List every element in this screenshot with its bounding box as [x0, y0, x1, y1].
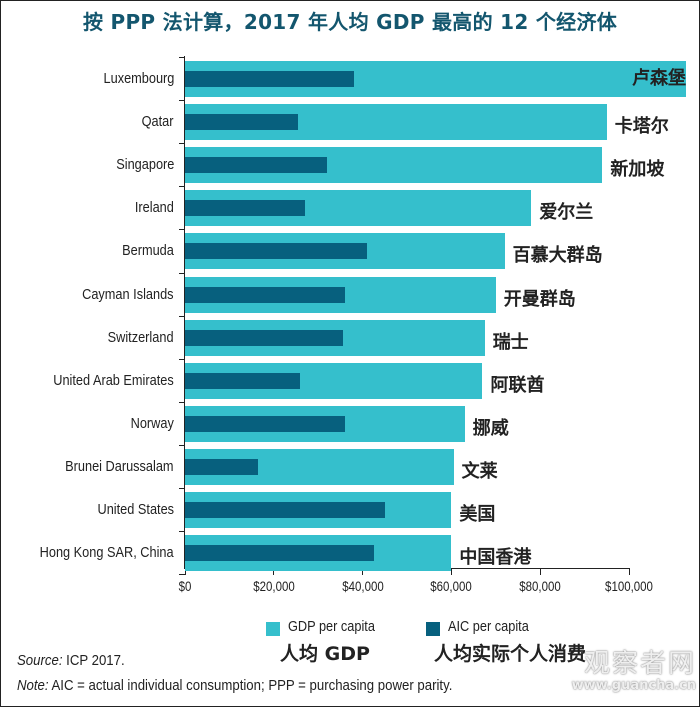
legend-label-gdp: GDP per capita — [288, 618, 375, 635]
category-label: Qatar — [142, 113, 174, 131]
y-tick — [179, 229, 185, 231]
bar-row: United Arab Emirates 阿联酋 — [0, 362, 700, 406]
category-label-cn: 爱尔兰 — [539, 202, 594, 224]
x-tick-label: $40,000 — [341, 578, 384, 594]
bar-row: Ireland 爱尔兰 — [0, 190, 700, 233]
category-label-cn: 卡塔尔 — [614, 116, 669, 138]
category-label: Cayman Islands — [82, 285, 174, 303]
bar-row: Cayman Islands 开曼群岛 — [0, 276, 700, 320]
y-tick — [179, 57, 185, 58]
x-tick — [539, 568, 541, 575]
aic-bar — [185, 502, 385, 518]
y-tick — [179, 100, 185, 102]
aic-bar — [185, 286, 345, 303]
aic-bar — [185, 329, 343, 346]
abbreviation-note: Note: AIC = actual individual consumptio… — [17, 677, 452, 694]
y-tick — [179, 315, 185, 317]
category-label-cn: 阿联酋 — [490, 374, 545, 396]
x-tick — [450, 568, 452, 575]
aic-bar — [185, 415, 345, 432]
category-label: Singapore — [115, 156, 174, 174]
aic-bar — [185, 71, 354, 87]
x-tick — [628, 568, 630, 575]
y-tick — [179, 186, 185, 188]
legend-swatch-aic — [426, 622, 440, 636]
x-tick-label: $20,000 — [253, 578, 295, 594]
aic-bar — [185, 157, 328, 174]
aic-bar — [185, 545, 374, 562]
y-tick — [179, 574, 185, 576]
category-label-cn: 开曼群岛 — [503, 288, 576, 310]
category-label: United Arab Emirates — [53, 371, 174, 389]
x-tick-label: $0 — [178, 578, 192, 594]
legend-swatch-gdp — [266, 622, 280, 636]
y-tick — [179, 143, 185, 145]
y-tick — [179, 488, 185, 489]
category-label: Hong Kong SAR, China — [40, 544, 174, 562]
category-label: Switzerland — [108, 328, 174, 346]
bar-row: Norway 挪威 — [0, 405, 700, 449]
watermark-cn: 观察者网 — [583, 649, 696, 679]
y-tick — [179, 531, 185, 533]
legend-label-aic: AIC per capita — [448, 618, 529, 635]
chart-title: 按 PPP 法计算，2017 年人均 GDP 最高的 12 个经济体 — [82, 10, 618, 34]
x-tick — [184, 568, 186, 575]
category-label-cn: 百慕大群岛 — [512, 245, 603, 267]
bar-row: Singapore 新加坡 — [0, 147, 700, 190]
bar-row: Brunei Darussalam 文莱 — [0, 448, 700, 492]
aic-bar — [185, 114, 299, 131]
legend-label-gdp-cn: 人均 GDP — [280, 643, 370, 665]
category-label: Brunei Darussalam — [65, 457, 174, 475]
category-label-cn: 卢森堡 — [632, 68, 686, 89]
y-tick — [179, 358, 185, 360]
source-note: Source: ICP 2017. — [17, 652, 125, 669]
y-tick — [179, 272, 185, 274]
bar-row: Luxembourg 卢森堡 — [0, 61, 700, 104]
category-label-cn: 瑞士 — [492, 331, 529, 353]
aic-bar — [185, 372, 301, 389]
aic-bar — [185, 458, 259, 475]
category-label: Ireland — [135, 199, 174, 217]
y-tick — [179, 444, 185, 446]
bar-row: Bermuda 百慕大群岛 — [0, 233, 700, 276]
y-tick — [179, 401, 185, 403]
category-label-cn: 新加坡 — [610, 159, 665, 181]
bar-row: United States 美国 — [0, 492, 700, 535]
y-axis-line — [184, 56, 185, 569]
aic-bar — [185, 243, 368, 260]
watermark: 观察者网 www.guancha.cn — [572, 650, 696, 694]
bar-row: Qatar 卡塔尔 — [0, 104, 700, 147]
category-label: Bermuda — [122, 242, 174, 260]
category-label-cn: 文莱 — [461, 460, 498, 482]
category-label-cn: 挪威 — [472, 417, 509, 439]
note-text: AIC = actual individual consumption; PPP… — [48, 677, 453, 694]
category-label-cn: 中国香港 — [459, 547, 532, 569]
source-text: ICP 2017. — [62, 652, 125, 669]
x-tick — [362, 568, 364, 575]
x-tick-label: $60,000 — [430, 578, 473, 594]
source-label: Source: — [17, 652, 63, 669]
category-label: Norway — [130, 414, 174, 432]
bar-row: Switzerland 瑞士 — [0, 319, 700, 363]
category-label: Luxembourg — [103, 70, 174, 87]
category-label-cn: 美国 — [459, 504, 496, 525]
bar-row: Hong Kong SAR, China 中国香港 — [0, 535, 700, 578]
category-label: United States — [97, 501, 174, 518]
note-label: Note: — [17, 677, 49, 694]
watermark-url: www.guancha.cn — [571, 678, 696, 693]
x-tick-label: $100,000 — [605, 578, 653, 594]
x-tick — [273, 568, 275, 575]
legend-label-aic-cn: 人均实际个人消费 — [434, 643, 587, 665]
x-tick-label: $80,000 — [519, 578, 561, 594]
aic-bar — [185, 200, 305, 217]
